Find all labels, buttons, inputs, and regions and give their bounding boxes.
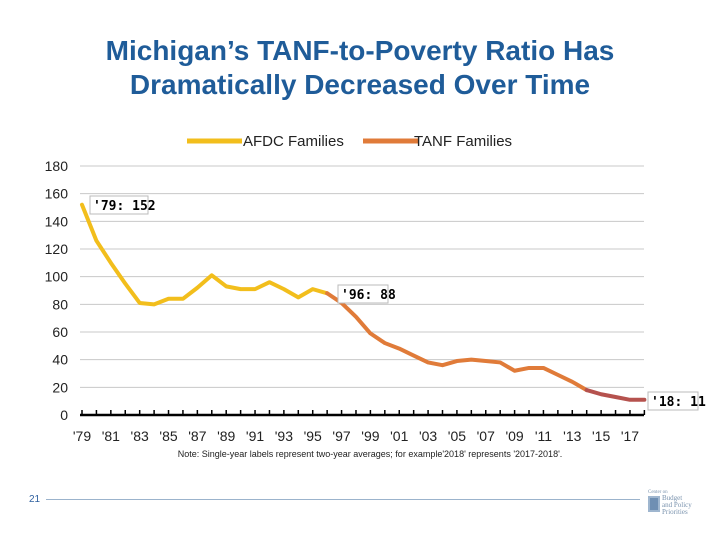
y-tick-label: 140	[45, 213, 69, 229]
y-tick-label: 100	[45, 269, 69, 285]
svg-text:and Policy: and Policy	[662, 501, 692, 509]
chart-title: Michigan’s TANF-to-Poverty Ratio Has Dra…	[0, 34, 720, 102]
x-tick-label: '01	[390, 428, 408, 444]
cbpp-logo: Center on Budget and Policy Priorities	[648, 490, 692, 515]
chart-note: Note: Single-year labels represent two-y…	[177, 449, 563, 459]
x-tick-label: '85	[159, 428, 177, 444]
x-tick-label: '79	[73, 428, 91, 444]
svg-text:Priorities: Priorities	[662, 508, 688, 515]
y-tick-label: 0	[60, 407, 68, 423]
x-tick-label: '05	[448, 428, 466, 444]
x-tick-label: '93	[275, 428, 293, 444]
data-label-box	[89, 195, 149, 215]
x-tick-label: '17	[621, 428, 639, 444]
x-tick-label: '91	[246, 428, 264, 444]
y-tick-label: 80	[52, 296, 68, 312]
x-tick-label: '99	[361, 428, 379, 444]
series-line-afdc-families	[80, 202, 330, 307]
data-label: '96: 88	[341, 288, 396, 303]
series-line-series-2	[584, 388, 647, 402]
series-line-tanf-families	[325, 291, 589, 393]
legend-label: AFDC Families	[243, 133, 344, 150]
y-tick-label: 60	[52, 324, 68, 340]
x-tick-label: '83	[131, 428, 149, 444]
y-tick-label: 120	[45, 241, 69, 257]
data-label-box	[337, 284, 389, 304]
x-tick-label: '97	[332, 428, 350, 444]
x-tick-label: '07	[477, 428, 495, 444]
x-tick-label: '11	[535, 428, 552, 444]
data-label: '79: 152	[93, 199, 156, 214]
data-label-box	[647, 391, 699, 411]
page-number: 21	[29, 494, 41, 505]
y-tick-label: 160	[45, 186, 69, 202]
footer-divider	[46, 499, 640, 500]
y-tick-label: 180	[45, 158, 69, 174]
x-tick-label: '03	[419, 428, 437, 444]
x-tick-label: '13	[563, 428, 581, 444]
y-tick-label: 40	[52, 352, 68, 368]
x-tick-label: '81	[102, 428, 120, 444]
x-tick-label: '09	[505, 428, 523, 444]
y-tick-label: 20	[52, 379, 68, 395]
x-tick-label: '87	[188, 428, 206, 444]
svg-text:Center on: Center on	[648, 490, 668, 495]
data-label: '18: 11	[651, 395, 706, 410]
x-tick-label: '89	[217, 428, 235, 444]
x-tick-label: '95	[304, 428, 322, 444]
legend-label: TANF Families	[414, 133, 512, 150]
x-tick-label: '15	[592, 428, 610, 444]
svg-text:Budget: Budget	[662, 494, 682, 502]
title-line-2: Dramatically Decreased Over Time	[129, 69, 591, 100]
title-line-1: Michigan’s TANF-to-Poverty Ratio Has	[105, 35, 615, 66]
